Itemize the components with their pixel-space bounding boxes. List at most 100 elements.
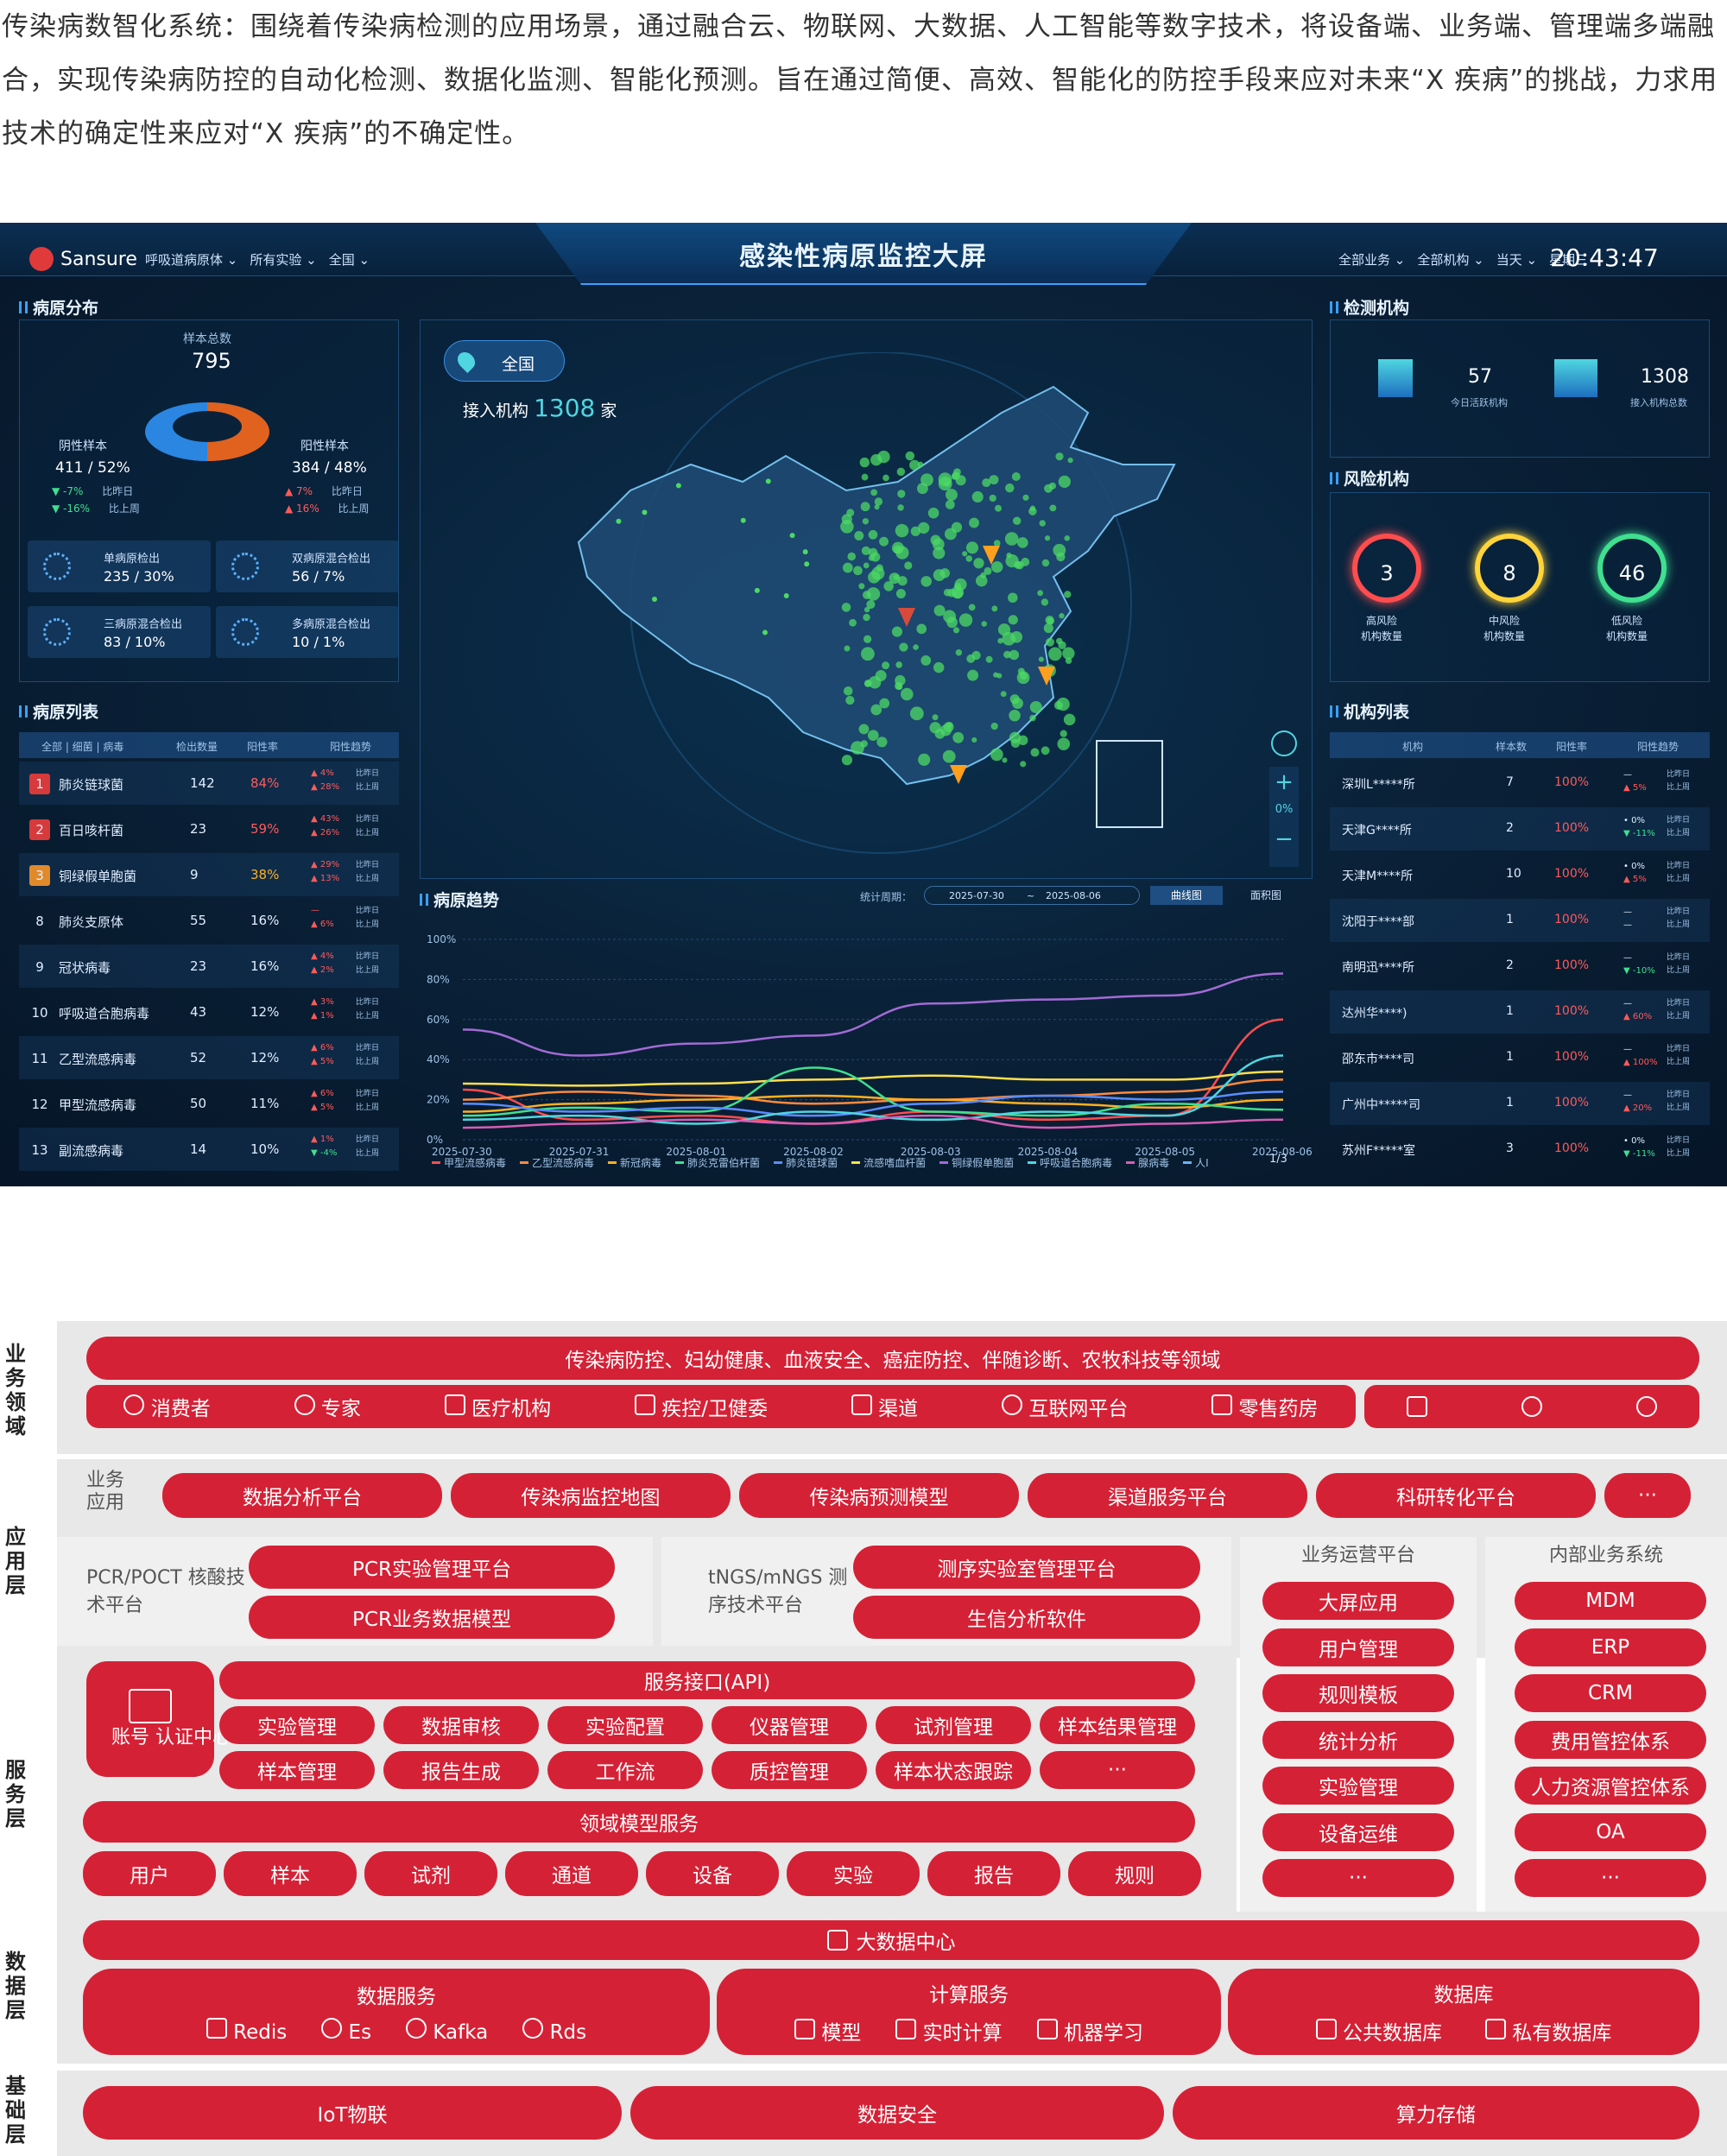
institution-dot: [897, 490, 906, 498]
filter-region[interactable]: 全国 ⌄: [328, 252, 370, 268]
internal-6: ···: [1515, 1859, 1706, 1897]
institution-dot: [1004, 532, 1019, 546]
pcr-data-model: PCR业务数据模型: [249, 1596, 615, 1639]
table-row[interactable]: 邵东市****司 1 100% — ▲ 100% 比昨日 比上周: [1342, 1045, 1691, 1067]
institution-dot: [1038, 656, 1044, 662]
table-row[interactable]: 8 肺炎支原体 55 16% — ▲ 6% 比昨日 比上周: [19, 899, 399, 942]
institution-dot: [1000, 691, 1007, 698]
table-row[interactable]: 天津G****所 2 100% • 0% ▼ -11% 比昨日 比上周: [1330, 807, 1710, 850]
count: 43: [190, 1004, 207, 1020]
legend-entry[interactable]: 肺炎链球菌: [774, 1155, 838, 1170]
institution-dot: [859, 457, 870, 468]
institution-dot: [994, 504, 1002, 512]
brand-logo[interactable]: Sansure: [29, 247, 137, 271]
rate: 16%: [250, 958, 280, 974]
legend-entry[interactable]: 肺炎克雷伯杆菌: [675, 1155, 760, 1170]
risk-sublabel: 机构数量: [1606, 630, 1648, 642]
cloud-icon: [522, 2018, 544, 2039]
table-row[interactable]: 2 百日咳杆菌 23 59% ▲ 43% ▲ 26% 比昨日 比上周: [19, 807, 399, 850]
institution-dot: [945, 489, 958, 502]
institution-dot: [958, 613, 973, 627]
legend-entry[interactable]: 腺病毒: [1126, 1155, 1169, 1170]
institution-dot: [967, 669, 979, 681]
locate-icon[interactable]: [1271, 730, 1297, 756]
institution-dot: [968, 604, 976, 611]
institution-dot: [899, 642, 908, 652]
legend-entry[interactable]: 甲型流感病毒: [432, 1155, 506, 1170]
count: 1: [1506, 1096, 1514, 1110]
institution-dot: [1012, 698, 1023, 710]
filter-experiment[interactable]: 所有实验 ⌄: [250, 252, 317, 268]
legend-entry[interactable]: 流感嗜血杆菌: [851, 1155, 926, 1170]
table-row[interactable]: 苏州F*****室 3 100% • 0% ▼ -11% 比昨日 比上周: [1342, 1136, 1691, 1159]
rate: 84%: [250, 775, 280, 791]
table-row[interactable]: 广州中*****司 1 100% — ▲ 20% 比昨日 比上周: [1330, 1082, 1710, 1125]
institution-dot: [897, 576, 908, 586]
ops-4: 实验管理: [1262, 1767, 1454, 1805]
legend-entry[interactable]: 新冠病毒: [608, 1155, 661, 1170]
dashboard-screenshot: 感染性病原监控大屏 Sansure 呼吸道病原体 ⌄ 所有实验 ⌄ 全国 ⌄ 全…: [0, 223, 1727, 1186]
rate: 100%: [1554, 821, 1590, 835]
institution-dot: [952, 627, 960, 634]
line-chart-button[interactable]: 曲线图: [1150, 886, 1223, 905]
table-row[interactable]: 13 副流感病毒 14 10% ▲ 1% ▼ -4% 比昨日 比上周: [19, 1128, 399, 1171]
table-row[interactable]: 达州华****) 1 100% — ▲ 60% 比昨日 比上周: [1330, 990, 1710, 1034]
app-5: ···: [1604, 1473, 1691, 1518]
id-card-icon: [129, 1689, 172, 1723]
pos-label: 阳性样本: [300, 439, 349, 453]
legend-page[interactable]: 1/3: [1269, 1153, 1287, 1166]
ops-1: 用户管理: [1262, 1628, 1454, 1666]
rank: 11: [31, 1051, 48, 1066]
institution-dot: [874, 497, 883, 506]
trend: — ▲ 20%: [1623, 1091, 1653, 1113]
intro-text: 传染病数智化系统：围绕着传染病检测的应用场景，通过融合云、物联网、大数据、人工智…: [2, 11, 1718, 149]
section-inst-list: 机构列表: [1330, 699, 1409, 723]
filter-date[interactable]: 当天 ⌄: [1496, 252, 1538, 268]
right-filters: 全部业务 ⌄ 全部机构 ⌄ 当天 ⌄ 星期三: [1338, 250, 1588, 269]
filter-institution[interactable]: 全部机构 ⌄: [1417, 252, 1484, 268]
legend-entry[interactable]: 人I: [1183, 1155, 1209, 1170]
table-row[interactable]: 深圳L*****所 7 100% — ▲ 5% 比昨日 比上周: [1342, 770, 1691, 793]
institution-dot: [842, 562, 853, 573]
table-row[interactable]: 11 乙型流感病毒 52 12% ▲ 6% ▲ 5% 比昨日 比上周: [19, 1036, 399, 1079]
legend-entry[interactable]: 呼吸道合胞病毒: [1028, 1155, 1112, 1170]
table-row[interactable]: 沈阳于****部 1 100% — — 比昨日 比上周: [1330, 899, 1710, 942]
legend-entry[interactable]: 铜绿假单胞菌: [939, 1155, 1014, 1170]
count: 23: [190, 821, 207, 837]
table-row[interactable]: 12 甲型流感病毒 50 11% ▲ 6% ▲ 5% 比昨日 比上周: [19, 1082, 399, 1125]
title-banner: [535, 223, 1192, 285]
table-row[interactable]: 9 冠状病毒 23 16% ▲ 4% ▲ 2% 比昨日 比上周: [19, 945, 399, 988]
institution-dot: [845, 695, 855, 705]
rate: 12%: [250, 1050, 280, 1065]
rank: 9: [35, 959, 44, 975]
institution-dot: [1039, 520, 1046, 527]
filter-business[interactable]: 全部业务 ⌄: [1338, 252, 1406, 268]
list-tabs[interactable]: 全部 | 细菌 | 病毒: [41, 741, 124, 753]
table-row[interactable]: 3 铜绿假单胞菌 9 38% ▲ 29% ▲ 13% 比昨日 比上周: [19, 853, 399, 896]
region-pill[interactable]: 全国: [444, 340, 565, 382]
count: 23: [190, 958, 207, 974]
institution-dot: [783, 593, 789, 599]
legend-entry[interactable]: 乙型流感病毒: [520, 1155, 594, 1170]
layer-label-data: 数据层: [5, 1950, 26, 2022]
institution-dot: [1044, 535, 1051, 541]
table-row[interactable]: 南明迅****所 2 100% — ▼ -10% 比昨日 比上周: [1342, 953, 1691, 976]
institution-dot: [883, 581, 894, 591]
entity-2: 试剂: [364, 1851, 497, 1896]
institution-dot: [1047, 617, 1054, 625]
filter-pathogen[interactable]: 呼吸道病原体 ⌄: [145, 252, 238, 268]
series-line: [462, 1066, 1284, 1117]
zoom-in-button[interactable]: +: [1275, 769, 1294, 795]
card-single: 单病原检出 235 / 30%: [28, 541, 211, 592]
zoom-out-button[interactable]: −: [1275, 826, 1294, 852]
area-chart-button[interactable]: 面积图: [1249, 889, 1281, 901]
table-row[interactable]: 天津M****所 10 100% • 0% ▲ 5% 比昨日 比上周: [1342, 862, 1691, 884]
institution-dot: [1009, 731, 1022, 743]
layer-label-base: 基础层: [5, 2073, 26, 2147]
table-row[interactable]: 1 肺炎链球菌 142 84% ▲ 4% ▲ 28% 比昨日 比上周: [19, 762, 399, 805]
institution-dot: [920, 576, 932, 587]
x-tick-label: 2025-08-06: [1252, 1146, 1313, 1158]
table-row[interactable]: 10 呼吸道合胞病毒 43 12% ▲ 3% ▲ 1% 比昨日 比上周: [19, 990, 399, 1034]
series-line: [462, 1094, 1284, 1113]
date-range[interactable]: 2025-07-30 ~2025-08-06: [924, 886, 1140, 905]
